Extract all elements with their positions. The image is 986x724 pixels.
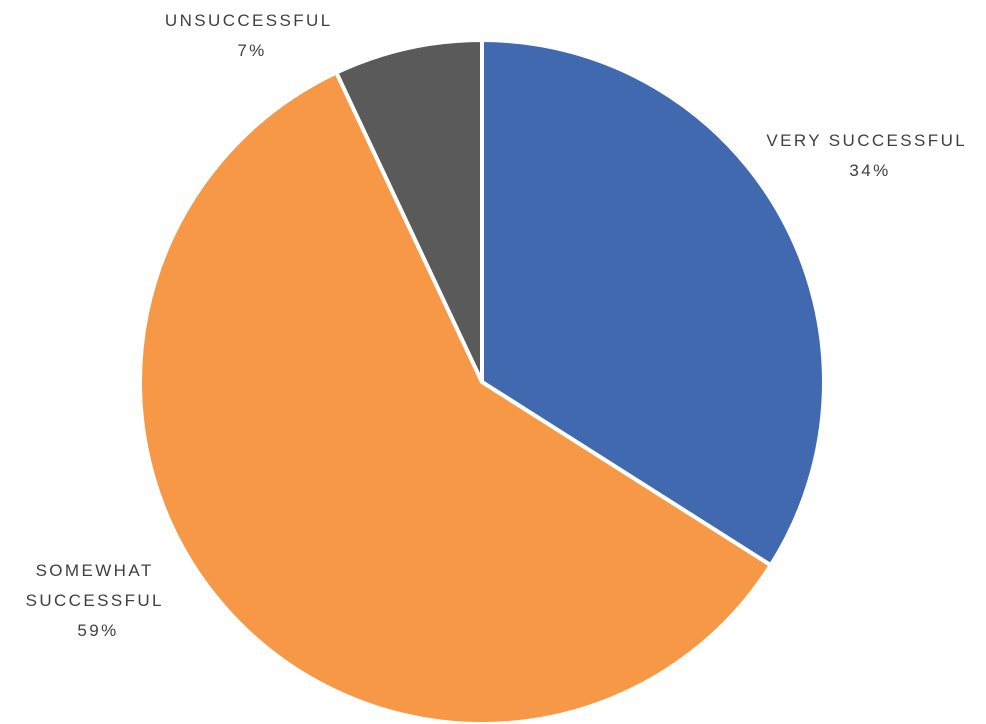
pie-data-labels: VERY SUCCESSFUL 34% SOMEWHAT SUCCESSFUL … [26, 11, 973, 640]
data-label-somewhat-successful: SOMEWHAT SUCCESSFUL 59% [26, 561, 171, 640]
data-label-very-successful: VERY SUCCESSFUL 34% [766, 131, 973, 180]
pie-slice-somewhat-successful [138, 70, 773, 724]
pie-slices [138, 38, 826, 724]
pie-slice-unsuccessful [334, 38, 484, 384]
data-label-unsuccessful: UNSUCCESSFUL 7% [165, 11, 339, 60]
